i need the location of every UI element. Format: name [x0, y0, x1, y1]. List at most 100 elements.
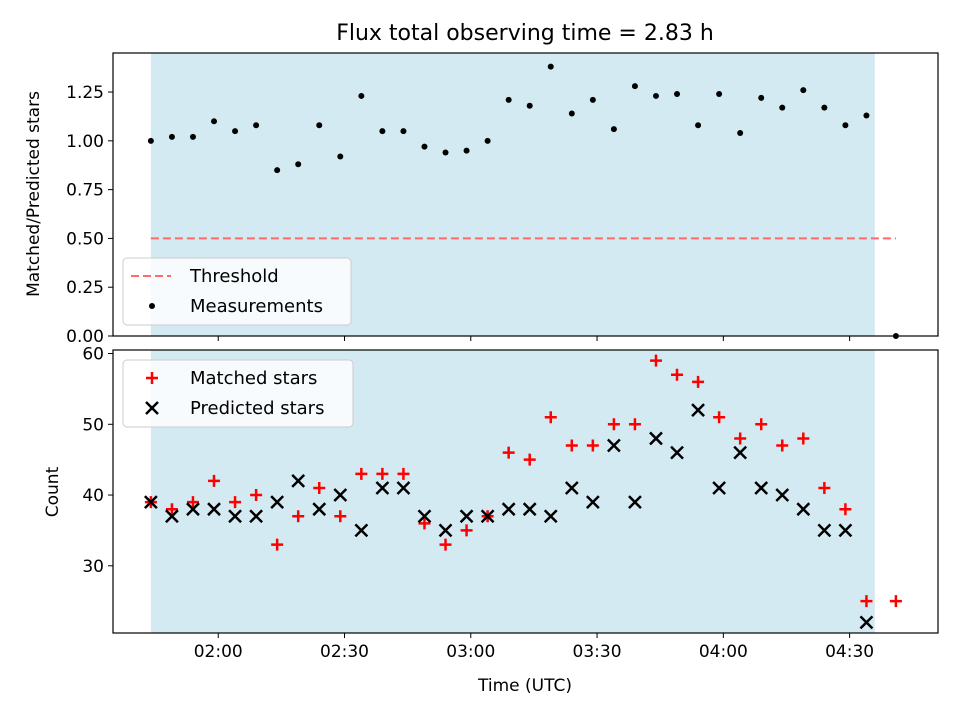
- matched-star-marker: [755, 418, 768, 431]
- measurement-point: [211, 118, 218, 125]
- legend-label: Matched stars: [190, 368, 317, 389]
- bottom-y-tick-label: 50: [82, 415, 104, 435]
- predicted-star-marker: [501, 502, 516, 517]
- matched-star-marker: [250, 489, 263, 502]
- matched-star-marker: [334, 510, 347, 523]
- matched-star-marker: [355, 467, 368, 480]
- matched-star-marker: [313, 481, 326, 494]
- measurement-point: [274, 167, 281, 174]
- matched-star-marker: [586, 439, 599, 452]
- matched-star-marker: [292, 510, 305, 523]
- predicted-star-marker: [817, 523, 832, 538]
- matched-star-marker: [397, 467, 410, 480]
- matched-star-marker: [208, 474, 221, 487]
- predicted-star-marker: [354, 523, 369, 538]
- legend-label: Measurements: [190, 296, 323, 317]
- predicted-star-marker: [691, 403, 705, 418]
- predicted-star-marker: [775, 488, 790, 502]
- x-tick-label: 04:30: [825, 642, 874, 662]
- measurement-point: [779, 104, 786, 111]
- matched-star-marker: [502, 446, 515, 459]
- measurement-point: [821, 104, 828, 111]
- top-legend-box: [122, 257, 352, 326]
- measurement-point: [863, 112, 870, 119]
- predicted-star-marker: [480, 509, 495, 524]
- matched-star-marker: [271, 538, 284, 551]
- legend-label: Predicted stars: [190, 398, 324, 419]
- predicted-star-marker: [291, 474, 306, 488]
- chart-title: Flux total observing time = 2.83 h: [336, 21, 714, 46]
- measurement-point: [716, 90, 723, 97]
- predicted-star-marker: [165, 509, 179, 524]
- measurement-point: [232, 128, 239, 135]
- matched-star-marker: [797, 432, 810, 445]
- legend-measurement-swatch: [149, 303, 155, 309]
- predicted-star-marker: [564, 481, 579, 495]
- bottom-y-axis-label: Count: [43, 466, 63, 517]
- predicted-star-marker: [859, 615, 874, 630]
- predicted-star-marker: [543, 509, 558, 524]
- matched-star-marker: [889, 595, 902, 608]
- matched-star-marker: [607, 418, 620, 431]
- measurement-point: [337, 153, 344, 160]
- predicted-star-marker: [333, 488, 348, 502]
- x-axis-label: Time (UTC): [477, 676, 572, 696]
- measurement-point: [295, 161, 302, 168]
- measurement-point: [674, 90, 681, 97]
- predicted-star-marker: [649, 431, 663, 446]
- measurement-point: [610, 126, 617, 133]
- predicted-star-marker: [207, 502, 221, 517]
- matched-star-marker: [713, 411, 726, 424]
- matched-star-marker: [628, 418, 641, 431]
- matched-star-marker: [439, 538, 452, 551]
- x-tick-label: 03:00: [446, 642, 495, 662]
- top-y-tick-label: 0.50: [66, 229, 104, 249]
- bottom-legend-box: [122, 359, 354, 428]
- predicted-star-marker: [186, 502, 200, 517]
- measurement-point: [168, 133, 175, 140]
- measurement-point: [652, 92, 659, 99]
- predicted-star-marker: [375, 481, 390, 495]
- x-tick-label: 03:30: [573, 642, 622, 662]
- predicted-star-marker: [438, 523, 453, 538]
- measurement-point: [421, 143, 428, 150]
- predicted-star-marker: [312, 502, 327, 517]
- measurement-point: [568, 110, 575, 117]
- predicted-star-marker: [270, 495, 285, 509]
- bottom-y-tick-label: 30: [82, 557, 104, 577]
- measurement-point: [631, 83, 638, 90]
- predicted-star-marker: [754, 481, 769, 495]
- measurement-point: [316, 122, 323, 129]
- bottom-y-tick-label: 60: [82, 345, 104, 365]
- ratio-panel: 0.00 0.25 0.50 0.75 1.00 1.25 Threshold Measure…: [66, 52, 939, 347]
- matched-star-marker: [860, 595, 873, 608]
- x-tick-label: 02:30: [320, 642, 369, 662]
- predicted-star-marker: [628, 495, 642, 509]
- matched-star-marker: [165, 503, 178, 516]
- matched-star-marker: [523, 453, 536, 466]
- top-y-tick-label: 0.25: [66, 278, 104, 298]
- measurement-point: [526, 102, 533, 109]
- matched-star-marker: [671, 368, 684, 381]
- matched-star-marker: [818, 481, 831, 494]
- predicted-star-marker: [733, 445, 748, 460]
- predicted-star-marker: [796, 502, 811, 517]
- predicted-star-marker: [585, 495, 600, 509]
- measurement-point: [484, 137, 491, 144]
- matched-star-marker: [734, 432, 747, 445]
- matched-star-marker: [565, 439, 578, 452]
- predicted-star-marker: [228, 509, 242, 524]
- predicted-star-marker: [143, 495, 158, 509]
- bottom-y-tick-label: 40: [82, 486, 104, 506]
- legend-matched-swatch: [146, 372, 158, 384]
- measurement-point: [379, 128, 386, 135]
- count-panel: 30 40 50 60 02:00 02:30 03:00 03:30 04:00 04:30 Ma…: [82, 345, 939, 662]
- measurement-point: [737, 130, 744, 137]
- legend-label: Threshold: [189, 266, 279, 287]
- predicted-star-marker: [417, 509, 432, 524]
- predicted-star-marker: [249, 509, 263, 524]
- measurement-point: [589, 96, 596, 103]
- matched-star-marker: [839, 503, 852, 516]
- matched-star-marker: [229, 496, 242, 509]
- matched-star-marker: [776, 439, 789, 452]
